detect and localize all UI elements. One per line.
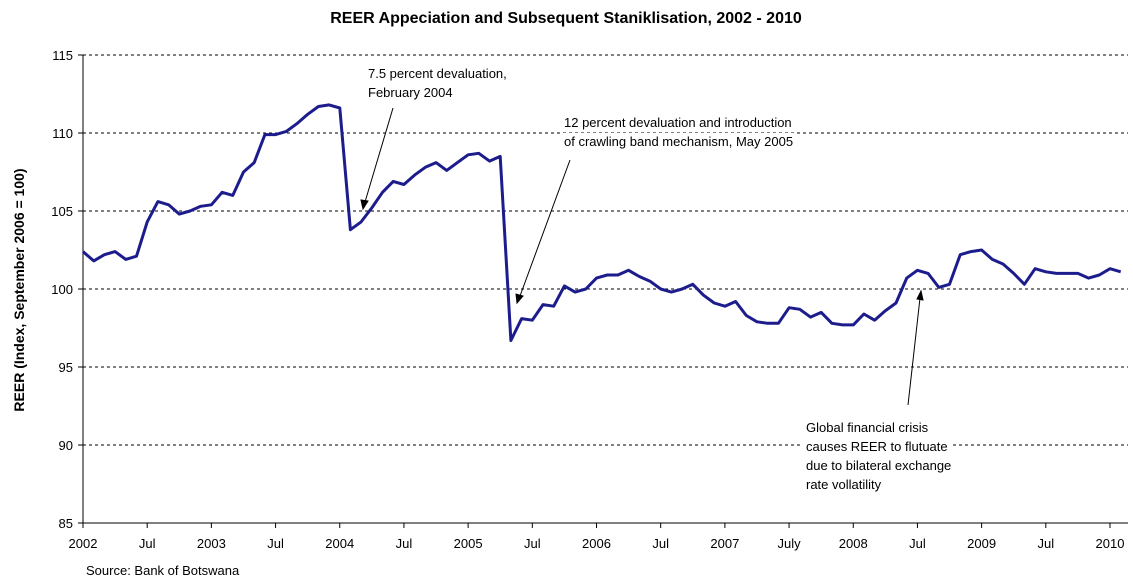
- annotation-bg: [365, 65, 510, 82]
- annotation-bg: [803, 457, 955, 474]
- x-tick-label: Jul: [909, 536, 926, 551]
- annotation-bg: [803, 476, 885, 493]
- x-tick-label: Jul: [652, 536, 669, 551]
- x-tick-label: 2010: [1096, 536, 1125, 551]
- x-tick-label: 2003: [197, 536, 226, 551]
- y-tick-label: 115: [52, 48, 73, 63]
- grid: [83, 54, 1128, 446]
- x-tick-label: 2004: [325, 536, 354, 551]
- annotations: 7.5 percent devaluation, February 2004 12 …: [365, 65, 955, 493]
- x-tick-label: 2008: [839, 536, 868, 551]
- chart-title: REER Appeciation and Subsequent Stanikli…: [330, 10, 802, 27]
- annotation-bg: [365, 84, 456, 101]
- y-axis-label: REER (Index, September 2006 = 100): [11, 168, 27, 411]
- annotation-bg: [803, 419, 932, 436]
- x-tick-label: 2009: [967, 536, 996, 551]
- annotation: causes REER to flutuate: [806, 439, 948, 454]
- annotation: 12 percent devaluation and introduction: [564, 115, 792, 130]
- data-line: [82, 103, 1122, 342]
- x-tick-label: Jul: [524, 536, 541, 551]
- y-tick-label: 90: [59, 438, 73, 453]
- annotation: due to bilateral exchange: [806, 458, 951, 473]
- annotation: of crawling band mechanism, May 2005: [564, 134, 793, 149]
- x-tick-label: Jul: [267, 536, 284, 551]
- x-tick-label: Jul: [1038, 536, 1055, 551]
- annotation: 7.5 percent devaluation,: [368, 66, 507, 81]
- x-tick-label: 2007: [710, 536, 739, 551]
- y-tick-label: 100: [51, 282, 73, 297]
- y-tick-label: 110: [52, 126, 73, 141]
- y-tick-label: 85: [59, 516, 73, 531]
- x-tick-label: 2005: [454, 536, 483, 551]
- x-tick-label: July: [778, 536, 802, 551]
- annotation: February 2004: [368, 85, 453, 100]
- y-tick-label: 95: [59, 360, 73, 375]
- x-tick-label: Jul: [139, 536, 156, 551]
- x-tick-label: 2006: [582, 536, 611, 551]
- annotation-bg: [803, 438, 951, 455]
- arrows: [360, 107, 924, 406]
- source: Source: Bank of Botswana: [86, 563, 240, 578]
- x-tick-label: Jul: [396, 536, 413, 551]
- annotation-bg: [561, 114, 795, 131]
- x-tick-label: 2002: [69, 536, 98, 551]
- annotation-bg: [561, 133, 797, 150]
- y-tick-label: 105: [51, 204, 73, 219]
- annotation: rate vollatility: [806, 477, 882, 492]
- annotation: Global financial crisis: [806, 420, 929, 435]
